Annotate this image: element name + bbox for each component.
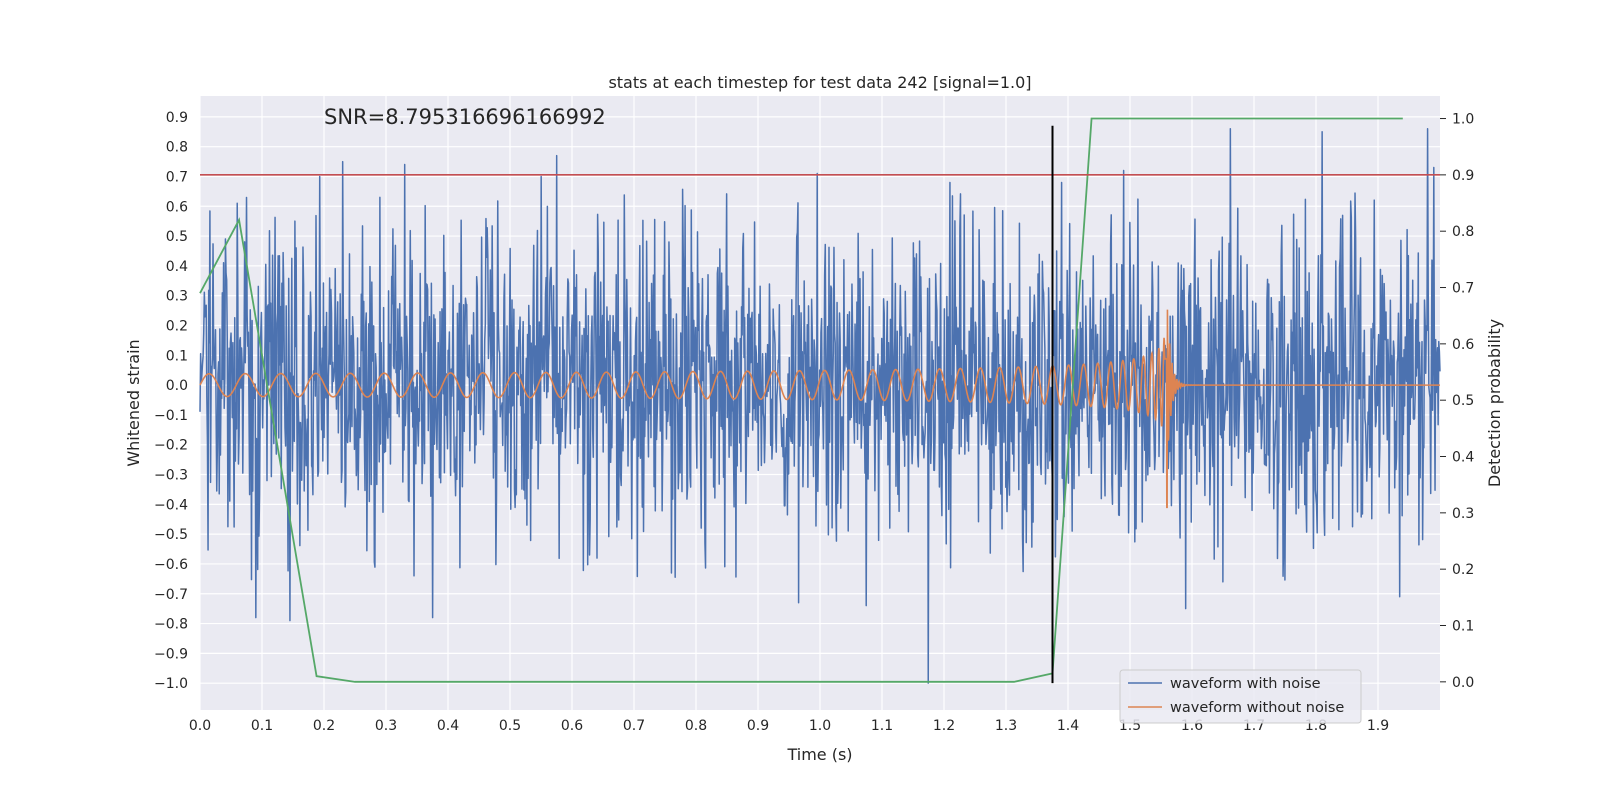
x-tick-label: 0.1 — [251, 718, 273, 734]
snr-annotation: SNR=8.795316696166992 — [324, 105, 606, 129]
y-tick-label: 0.8 — [166, 140, 188, 156]
y2-tick-label: 0.4 — [1452, 450, 1474, 466]
y-axis-ticks: 0.9 0.8 0.7 0.6 0.5 0.4 0.3 0.2 0.1 0.0 −0.1 −0.2 −0… — [154, 110, 188, 692]
y-tick-label: 0.0 — [166, 378, 188, 394]
line-waveform-without-noise — [199, 309, 1440, 509]
y-tick-label: 0.7 — [166, 169, 188, 185]
legend-box — [1119, 669, 1362, 724]
x-tick-label: 1.3 — [995, 718, 1017, 734]
y-tick-label: 0.5 — [166, 229, 188, 245]
y2-tick-label: 0.3 — [1452, 506, 1474, 522]
x-tick-label: 0.8 — [685, 718, 707, 734]
y2-tick-label: 0.8 — [1452, 224, 1474, 240]
line-waveform-with-noise — [199, 128, 1441, 684]
y2-tick-label: 1.0 — [1452, 112, 1474, 128]
legend-label-waveform-without-noise: waveform without noise — [1170, 700, 1344, 716]
y2-tick-label: 0.7 — [1452, 281, 1474, 297]
legend: waveform with noise waveform without noi… — [1119, 669, 1362, 724]
series-waveform-with-noise — [199, 128, 1441, 684]
y-axis-label: Whitened strain — [124, 339, 143, 466]
x-tick-label: 0.2 — [313, 718, 335, 734]
y-tick-label: −1.0 — [154, 676, 188, 692]
x-axis-label: Time (s) — [786, 745, 852, 764]
y2-axis-ticks: 1.0 0.9 0.8 0.7 0.6 0.5 0.4 0.3 0.2 0.1 0.0 — [1440, 112, 1474, 691]
overlays — [200, 125, 1440, 684]
series-waveform-without-noise — [199, 309, 1440, 509]
y-tick-label: 0.1 — [166, 348, 188, 364]
x-tick-label: 0.5 — [499, 718, 521, 734]
x-tick-label: 1.1 — [871, 718, 893, 734]
x-tick-label: 0.0 — [189, 718, 211, 734]
y-tick-label: −0.9 — [154, 646, 188, 662]
plot-area — [199, 96, 1441, 710]
y-tick-label: −0.7 — [154, 587, 188, 603]
x-tick-label: 1.4 — [1057, 718, 1079, 734]
y-tick-label: 0.3 — [166, 289, 188, 305]
y-tick-label: 0.9 — [166, 110, 188, 126]
y-tick-label: −0.6 — [154, 557, 188, 573]
series-detection-probability — [199, 117, 1403, 683]
y-tick-label: 0.6 — [166, 199, 188, 215]
y2-tick-label: 0.5 — [1452, 393, 1474, 409]
x-tick-label: 1.0 — [809, 718, 831, 734]
legend-label-waveform-with-noise: waveform with noise — [1170, 676, 1321, 692]
y2-tick-label: 0.0 — [1452, 675, 1474, 691]
chart-title: stats at each timestep for test data 242… — [608, 73, 1031, 92]
y-tick-label: −0.1 — [154, 408, 188, 424]
x-tick-label: 0.7 — [623, 718, 645, 734]
y2-tick-label: 0.2 — [1452, 562, 1474, 578]
x-tick-label: 0.9 — [747, 718, 769, 734]
x-tick-label: 1.9 — [1367, 718, 1389, 734]
y-tick-label: −0.2 — [154, 438, 188, 454]
y-tick-label: −0.3 — [154, 468, 188, 484]
y-tick-label: 0.4 — [166, 259, 188, 275]
y-tick-label: −0.4 — [154, 497, 188, 513]
y-tick-label: −0.8 — [154, 617, 188, 633]
y2-tick-label: 0.6 — [1452, 337, 1474, 353]
x-tick-label: 0.3 — [375, 718, 397, 734]
x-tick-label: 0.6 — [561, 718, 583, 734]
y-tick-label: −0.5 — [154, 527, 188, 543]
x-tick-label: 1.2 — [933, 718, 955, 734]
line-detection-probability — [199, 117, 1403, 683]
y2-tick-label: 0.9 — [1452, 168, 1474, 184]
y-tick-label: 0.2 — [166, 319, 188, 335]
x-tick-label: 0.4 — [437, 718, 459, 734]
y2-axis-label: Detection probability — [1485, 319, 1504, 487]
y2-tick-label: 0.1 — [1452, 619, 1474, 635]
gridlines — [199, 96, 1440, 710]
